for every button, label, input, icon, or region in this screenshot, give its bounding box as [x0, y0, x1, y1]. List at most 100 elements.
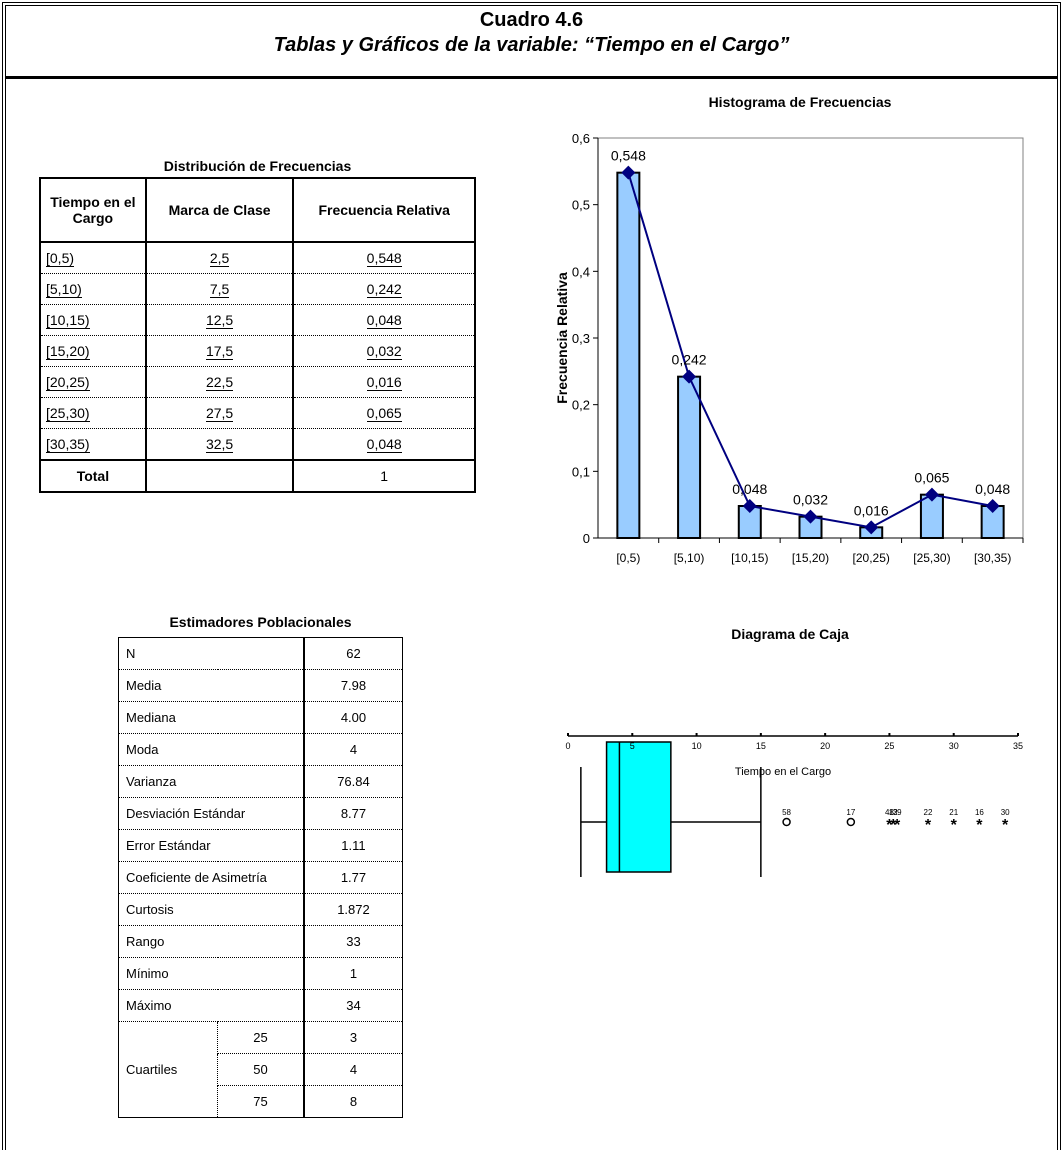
mark-cell: 27,5: [144, 397, 295, 429]
mark-cell-text: 2,5: [209, 249, 230, 267]
freq-cell-text: 0,065: [366, 404, 402, 422]
outlier-star: *: [925, 817, 932, 834]
x-tick-label: 20: [820, 741, 830, 751]
estimator-label: Mediana: [118, 701, 304, 734]
data-label: 0,048: [975, 481, 1010, 497]
mark-cell: 22,5: [144, 366, 295, 398]
estimator-row: Mediana 4.00: [118, 701, 403, 734]
y-tick-label: 0,5: [572, 198, 590, 213]
estimator-row: Moda 4: [118, 733, 403, 766]
outlier-circle: [846, 817, 856, 827]
interval-cell: [25,30): [39, 397, 147, 429]
freq-cell-text: 0,032: [366, 342, 402, 360]
y-tick-label: 0,1: [572, 464, 590, 479]
estimator-label: Media: [118, 669, 304, 702]
bar: [616, 171, 641, 540]
page-subtitle: Tablas y Gráficos de la variable: “Tiemp…: [273, 34, 790, 56]
mark-cell: 32,5: [144, 428, 295, 461]
interval-cell-text: [15,20): [46, 342, 90, 360]
data-label: 0,016: [854, 502, 889, 518]
mark-cell: 7,5: [144, 273, 295, 305]
mark-cell-text: 32,5: [205, 435, 234, 453]
outlier-label: 21: [949, 808, 958, 817]
interval-cell-text: [10,15): [46, 311, 90, 329]
table-row: [0,5) 2,5 0,548: [39, 242, 476, 274]
interval-cell-text: [30,35): [46, 435, 90, 453]
estimator-value: 76.84: [302, 765, 403, 798]
point-marker: [682, 369, 697, 384]
mark-cell-text: 7,5: [209, 280, 230, 298]
estimator-row: Rango 33: [118, 925, 403, 958]
estimator-label: Moda: [118, 733, 304, 766]
estimator-row: Coeficiente de Asimetría 1.77: [118, 861, 403, 894]
total-row: Total 1: [39, 459, 476, 493]
table-row: [10,15) 12,5 0,048: [39, 304, 476, 336]
outlier-label: 48: [885, 808, 894, 817]
quartiles-label: Cuartiles: [126, 1062, 178, 1077]
header-tiempo: Tiempo en el Cargo: [39, 177, 147, 243]
interval-cell-text: [25,30): [46, 404, 90, 422]
data-label: 0,065: [914, 470, 949, 486]
estimator-label: Coeficiente de Asimetría: [118, 861, 304, 894]
freq-cell: 0,032: [292, 335, 476, 367]
boxplot-axis: 0 5 10 15 20 25 30 35 Tiempo en el Cargo: [565, 733, 1023, 778]
freq-cell: 0,016: [292, 366, 476, 398]
quartile-percent: 50: [217, 1053, 304, 1086]
estimator-value: 33: [302, 925, 403, 958]
estimator-row: Media 7.98: [118, 669, 403, 702]
outlier-label: 22: [924, 808, 933, 817]
data-label: 0,548: [611, 148, 646, 164]
histogram-title: Histograma de Frecuencias: [708, 94, 892, 110]
freq-cell-text: 0,548: [366, 249, 402, 267]
outlier-label: 17: [846, 808, 855, 817]
x-tick-label: [25,30): [913, 551, 950, 565]
outlier-star: *: [1002, 817, 1009, 834]
x-axis-label: Tiempo en el Cargo: [735, 766, 831, 778]
estimator-value: 62: [302, 637, 403, 670]
page-title: Cuadro 4.6: [479, 9, 584, 31]
estimator-label: Varianza: [118, 765, 304, 798]
quartile-value: 8: [302, 1085, 403, 1118]
y-tick-label: 0,6: [572, 131, 590, 146]
estimator-label: Máximo: [118, 989, 304, 1022]
x-tick-label: [15,20): [792, 551, 829, 565]
table-row: [15,20) 17,5 0,032: [39, 335, 476, 367]
estimator-row: Mínimo 1: [118, 957, 403, 990]
interval-cell: [20,25): [39, 366, 147, 398]
total-label: Total: [39, 459, 147, 493]
mark-cell-text: 22,5: [205, 373, 234, 391]
x-tick-label: 0: [565, 741, 570, 751]
table-row: [25,30) 27,5 0,065: [39, 397, 476, 429]
interval-cell: [15,20): [39, 335, 147, 367]
quartile-row: Cuartiles 25 3: [119, 1021, 403, 1077]
estimator-row: Máximo 34: [118, 989, 403, 1022]
boxplot-title: Diagrama de Caja: [731, 626, 849, 642]
x-tick-label: 35: [1013, 741, 1023, 751]
estimator-value: 4.00: [302, 701, 403, 734]
freq-cell-text: 0,048: [366, 311, 402, 329]
y-axis-label: Frecuencia Relativa: [554, 272, 570, 404]
data-label: 0,242: [672, 352, 707, 368]
interval-cell: [10,15): [39, 304, 147, 336]
quartile-value: 3: [302, 1021, 403, 1054]
quartile-percent: 75: [217, 1085, 304, 1118]
estimator-row: N 62: [118, 637, 403, 670]
x-tick-label: [5,10): [674, 551, 705, 565]
y-tick-label: 0,3: [572, 331, 590, 346]
freq-cell-text: 0,048: [366, 435, 402, 453]
estimator-value: 1.872: [302, 893, 403, 926]
interval-cell: [5,10): [39, 273, 147, 305]
mark-cell-text: 17,5: [205, 342, 234, 360]
estimators-caption: Estimadores Poblacionales: [169, 614, 352, 630]
data-label: 0,032: [793, 492, 828, 508]
point-marker: [621, 165, 636, 180]
distribution-caption: Distribución de Frecuencias: [163, 158, 352, 174]
x-tick-label: 10: [692, 741, 702, 751]
x-tick-label: [0,5): [616, 551, 640, 565]
quartile-percent: 25: [217, 1021, 304, 1054]
outlier-star: *: [886, 817, 893, 834]
outlier-label: 39: [893, 808, 902, 817]
quartile-value: 4: [302, 1053, 403, 1086]
estimator-value: 1.77: [302, 861, 403, 894]
page-header: Cuadro 4.6 Tablas y Gráficos de la varia…: [6, 6, 1057, 79]
